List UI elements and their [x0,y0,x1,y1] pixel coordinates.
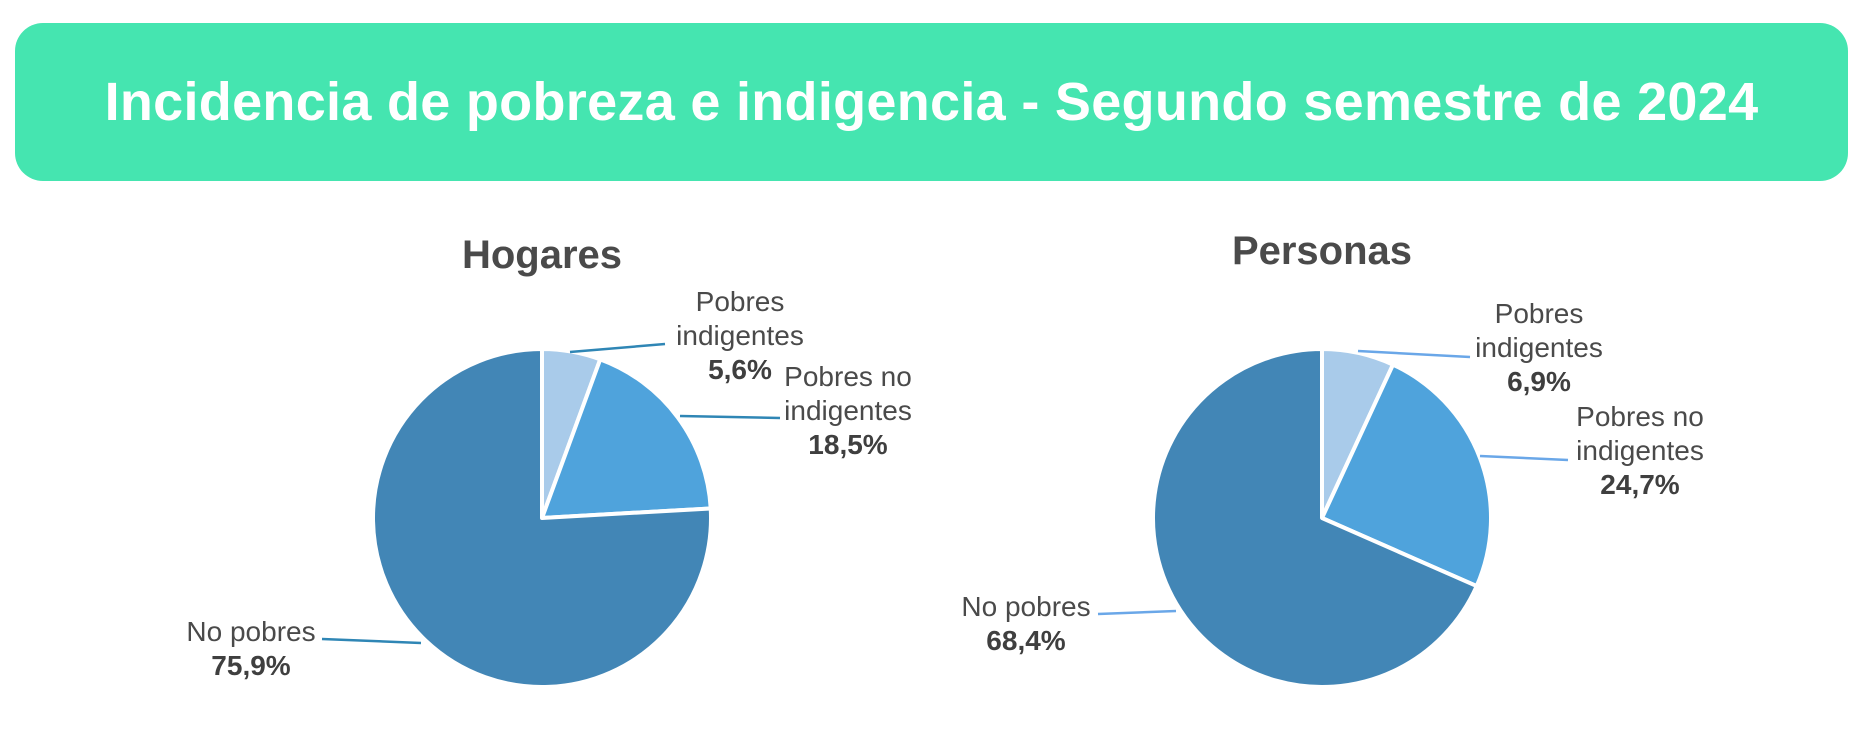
slice-label-name: Pobres no indigentes [1576,401,1704,466]
pie-slice [1320,362,1493,589]
chart-title: Personas [1232,229,1412,273]
slice-value-label: 75,9% [211,650,290,681]
slice-label-line: indigentes [1576,435,1704,466]
leader-line [1357,349,1471,359]
leader-line [321,637,422,645]
header-banner: Incidencia de pobreza e indigencia - Seg… [15,23,1848,181]
slice-value-label: 24,7% [1600,469,1679,500]
pie-slice [1151,347,1479,689]
leader-line [1097,609,1177,616]
slice-label-line: Pobres [696,286,785,317]
pie-slice [371,347,713,689]
slice-label-line: Pobres no [784,361,912,392]
slice-value-label: 6,9% [1507,366,1571,397]
slice-label-line: indigentes [1475,332,1603,363]
slice-label-line: indigentes [784,395,912,426]
slice-value-label: 5,6% [708,354,772,385]
leader-line [1479,454,1569,462]
slice-label-name: No pobres [186,616,315,647]
slice-label-line: indigentes [676,320,804,351]
slice-label-line: No pobres [186,616,315,647]
page-title: Incidencia de pobreza e indigencia - Seg… [104,72,1759,132]
slice-value-label: 18,5% [808,429,887,460]
pie-slice [540,357,713,520]
slice-label-line: Pobres [1495,298,1584,329]
slice-label-line: Pobres no [1576,401,1704,432]
slice-label-name: Pobres no indigentes [784,361,912,426]
slice-label-name: Pobres indigentes [1475,298,1603,363]
leader-line [679,414,781,420]
leader-line [569,342,666,354]
slice-label-name: Pobres indigentes [676,286,804,351]
slice-label-line: No pobres [961,591,1090,622]
slice-value-label: 68,4% [986,625,1065,656]
chart-title: Hogares [462,233,622,277]
slice-label-name: No pobres [961,591,1090,622]
